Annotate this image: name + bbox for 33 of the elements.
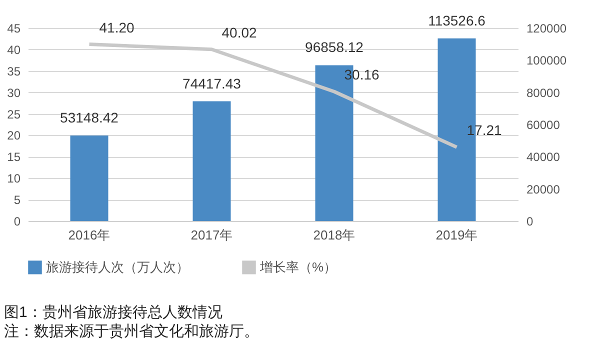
legend-label: 旅游接待人次（万人次） (46, 259, 189, 274)
y-tick-label: 25 (7, 107, 21, 122)
x-tick-label: 2017年 (190, 228, 233, 242)
data-label: 113526.6 (428, 12, 486, 28)
text: 注：数据来源于贵州省文化和旅游厅。 (4, 322, 260, 341)
y2-tick-label: 100000 (526, 54, 567, 68)
y-tick-label: 0 (14, 214, 21, 228)
data-label: 41.20 (99, 19, 134, 36)
x-tick-label: 2019年 (436, 228, 478, 242)
y2-tick-label: 80000 (526, 86, 560, 100)
y-tick-label: 35 (7, 64, 21, 78)
y-tick-label: 30 (7, 86, 21, 100)
y2-tick-label: 60000 (526, 118, 560, 132)
caption: 图1：贵州省旅游接待总人数情况 (4, 303, 224, 322)
y2-tick-label: 120000 (526, 22, 567, 36)
bar (70, 136, 108, 221)
data-label: 96858.12 (305, 39, 364, 56)
data-label: 40.02 (222, 24, 257, 40)
x-tick-label: 2018年 (313, 228, 356, 242)
y2-tick-label: 20000 (526, 182, 560, 196)
y-tick-label: 15 (7, 150, 21, 164)
x-tick-label: 2016年 (68, 228, 110, 242)
legend-label: 增长率（%） (259, 259, 337, 274)
y-tick-label: 40 (7, 42, 21, 57)
y2-tick-label: 0 (526, 214, 534, 228)
bar (192, 101, 231, 221)
data-label: 74417.43 (182, 75, 242, 92)
y-tick-label: 45 (7, 22, 21, 36)
y-tick-label: 20 (7, 128, 21, 143)
y-tick-label: 5 (14, 193, 21, 208)
y-tick-label: 10 (7, 172, 21, 186)
y2-tick-label: 40000 (526, 150, 560, 164)
data-label: 53148.42 (60, 110, 119, 126)
